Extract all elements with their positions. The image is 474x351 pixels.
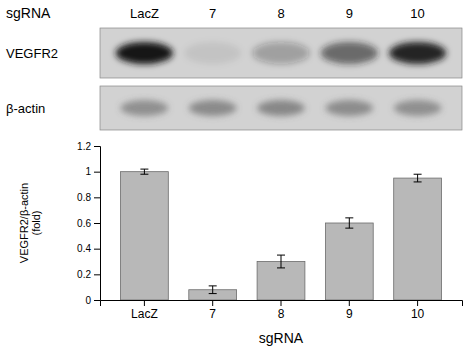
- y-tick-mark: [94, 172, 100, 173]
- y-axis: 0 0.2 0.4 0.6 0.8 1 1.2: [77, 141, 100, 306]
- blot-label: β-actin: [6, 101, 45, 116]
- blot-band: [257, 100, 305, 116]
- x-tick-mark: [281, 300, 282, 306]
- blot-label: VEGFR2: [6, 46, 58, 61]
- y-tick-label: 1.2: [77, 141, 91, 152]
- y-tick: 0: [85, 295, 100, 306]
- blot: [100, 28, 462, 78]
- x-tick-mark: [349, 300, 350, 306]
- error-bar-cap: [140, 174, 148, 175]
- error-bar-cap: [345, 217, 353, 218]
- blot-band: [120, 100, 168, 116]
- x-tick-mark: [212, 300, 213, 306]
- bar: [120, 172, 168, 300]
- x-tick-label: 8: [278, 307, 285, 321]
- lane-label: 7: [209, 6, 216, 21]
- bar: [394, 178, 442, 300]
- x-tick-label: LacZ: [131, 307, 158, 321]
- error-bar: [140, 169, 148, 174]
- error-bar-cap: [140, 169, 148, 170]
- error-bar: [277, 255, 285, 268]
- blot-background: [100, 86, 462, 130]
- bar: [325, 223, 373, 300]
- plot-area: [120, 169, 441, 300]
- blot-band: [394, 100, 442, 116]
- y-tick-label: 0.4: [77, 243, 91, 254]
- y-tick: 1.2: [77, 141, 100, 152]
- lane-label: 9: [346, 6, 353, 21]
- x-tick-label: 7: [209, 307, 216, 321]
- y-tick: 0.4: [77, 243, 100, 254]
- x-tick-label: 9: [346, 307, 353, 321]
- figure: sgRNA LacZ 7 8 9 10 VEGFR2 β-actin 0 0.2 0.4 0.6 0.8…: [0, 0, 474, 351]
- blot-band: [321, 42, 378, 64]
- x-tick: LacZ: [131, 300, 158, 321]
- blot-band: [116, 42, 173, 64]
- error-bar-cap: [414, 181, 422, 182]
- lane-label: 10: [410, 6, 424, 21]
- blot: [100, 86, 462, 130]
- x-tick-label: 10: [411, 307, 425, 321]
- y-tick-label: 1: [85, 166, 91, 177]
- y-tick-mark: [94, 249, 100, 250]
- axis-line: [101, 301, 463, 307]
- x-tick: 9: [346, 300, 353, 321]
- error-bar-cap: [345, 228, 353, 229]
- error-bar: [345, 218, 353, 228]
- y-tick: 0.2: [77, 269, 100, 280]
- x-tick-mark: [144, 300, 145, 306]
- error-bar: [209, 286, 217, 294]
- error-bar-stem: [349, 218, 350, 228]
- blot-header: sgRNA: [6, 5, 51, 21]
- y-tick-label: 0.8: [77, 192, 91, 203]
- lane-label: 8: [277, 6, 284, 21]
- blot-background: [100, 28, 462, 78]
- y-tick-mark: [94, 197, 100, 198]
- error-bar-cap: [209, 285, 217, 286]
- y-tick: 1: [85, 166, 100, 177]
- blot-band: [325, 100, 373, 116]
- x-tick: 10: [411, 300, 425, 321]
- error-bar-cap: [277, 255, 285, 256]
- y-tick-label: 0: [85, 295, 91, 306]
- y-tick-mark: [94, 274, 100, 275]
- y-tick-mark: [94, 146, 100, 147]
- error-bar-stem: [417, 174, 418, 182]
- y-tick-label: 0.2: [77, 269, 91, 280]
- error-bar-cap: [414, 174, 422, 175]
- axis-line: [94, 147, 101, 301]
- error-bar: [414, 174, 422, 182]
- error-bar-cap: [209, 293, 217, 294]
- y-tick-mark: [94, 223, 100, 224]
- y-tick: 0.8: [77, 192, 100, 203]
- blot-band: [389, 42, 446, 64]
- x-axis-label: sgRNA: [259, 330, 304, 346]
- blot-band: [252, 42, 309, 64]
- x-tick: 8: [278, 300, 285, 321]
- y-tick-mark: [94, 300, 100, 301]
- error-bar-stem: [144, 169, 145, 174]
- x-tick-mark: [417, 300, 418, 306]
- x-tick: 7: [209, 300, 216, 321]
- blot-band: [189, 100, 237, 116]
- blot-band: [184, 42, 241, 64]
- error-bar-cap: [277, 267, 285, 268]
- y-tick: 0.6: [77, 218, 100, 229]
- lane-label: LacZ: [130, 6, 159, 21]
- y-tick-label: 0.6: [77, 218, 91, 229]
- x-axis: LacZ 7 8 9 10: [101, 300, 463, 321]
- y-axis-label: VEGFR2/β-actin(fold): [18, 183, 42, 263]
- error-bar-stem: [212, 286, 213, 294]
- error-bar-stem: [281, 255, 282, 268]
